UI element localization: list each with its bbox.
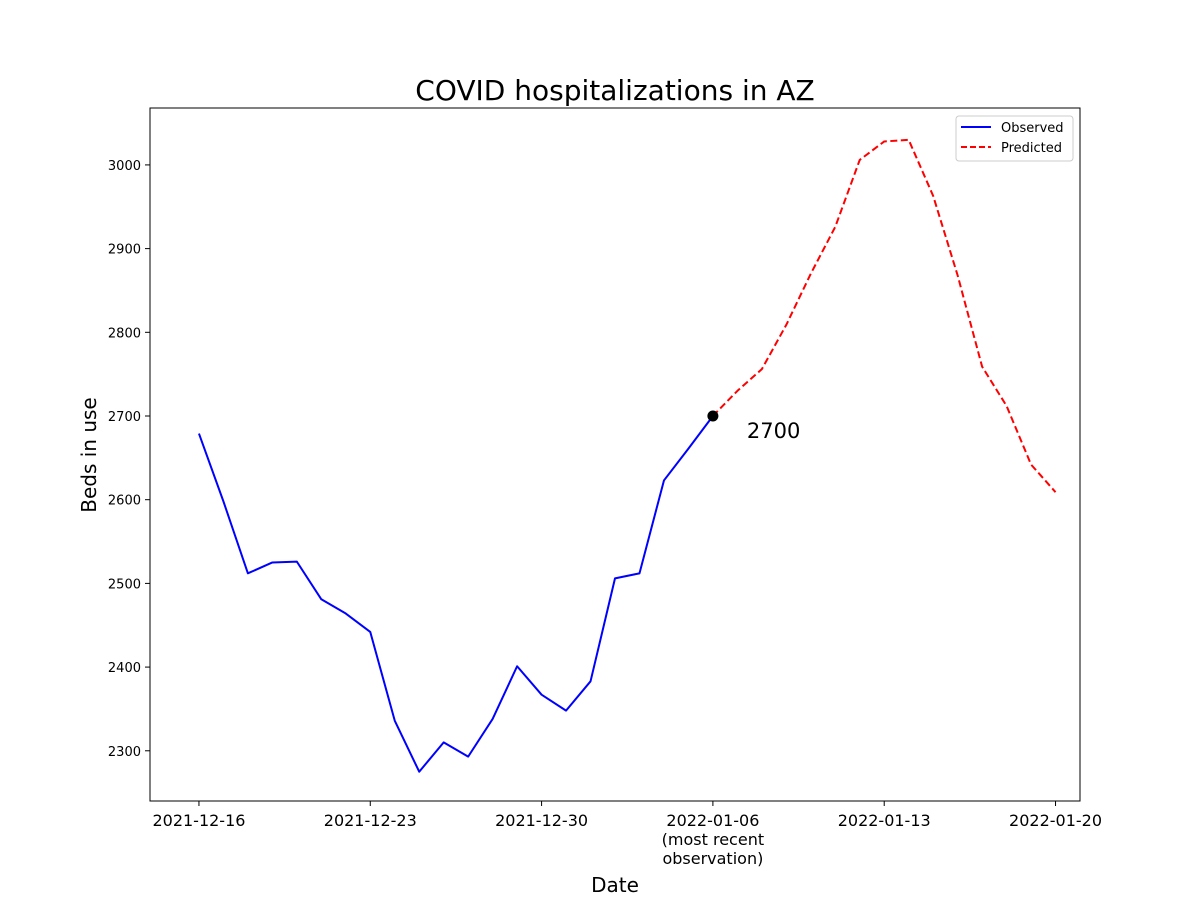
annotation-label: 2700: [747, 419, 800, 443]
legend-label-predicted: Predicted: [1001, 141, 1062, 156]
y-tick-label: 2500: [108, 577, 141, 592]
y-tick-label: 2800: [108, 326, 141, 341]
y-tick-label: 3000: [108, 159, 141, 174]
x-tick-label: observation): [662, 849, 763, 868]
y-tick-label: 2600: [108, 494, 141, 509]
chart-title: COVID hospitalizations in AZ: [415, 74, 814, 107]
y-axis-label: Beds in use: [77, 397, 101, 513]
x-tick-label: 2021-12-16: [152, 811, 245, 830]
y-tick-label: 2400: [108, 661, 141, 676]
legend: Observed Predicted: [956, 116, 1073, 161]
y-tick-label: 2300: [108, 745, 141, 760]
legend-label-observed: Observed: [1001, 121, 1064, 136]
y-tick-label: 2700: [108, 410, 141, 425]
annotation-marker: [707, 411, 718, 422]
x-tick-label: (most recent: [662, 830, 764, 849]
x-tick-label: 2022-01-13: [838, 811, 931, 830]
x-axis-label: Date: [591, 873, 639, 897]
x-tick-label: 2022-01-20: [1009, 811, 1102, 830]
x-tick-label: 2021-12-30: [495, 811, 588, 830]
x-tick-label: 2022-01-06: [666, 811, 759, 830]
y-tick-label: 2900: [108, 243, 141, 258]
x-tick-label: 2021-12-23: [324, 811, 417, 830]
